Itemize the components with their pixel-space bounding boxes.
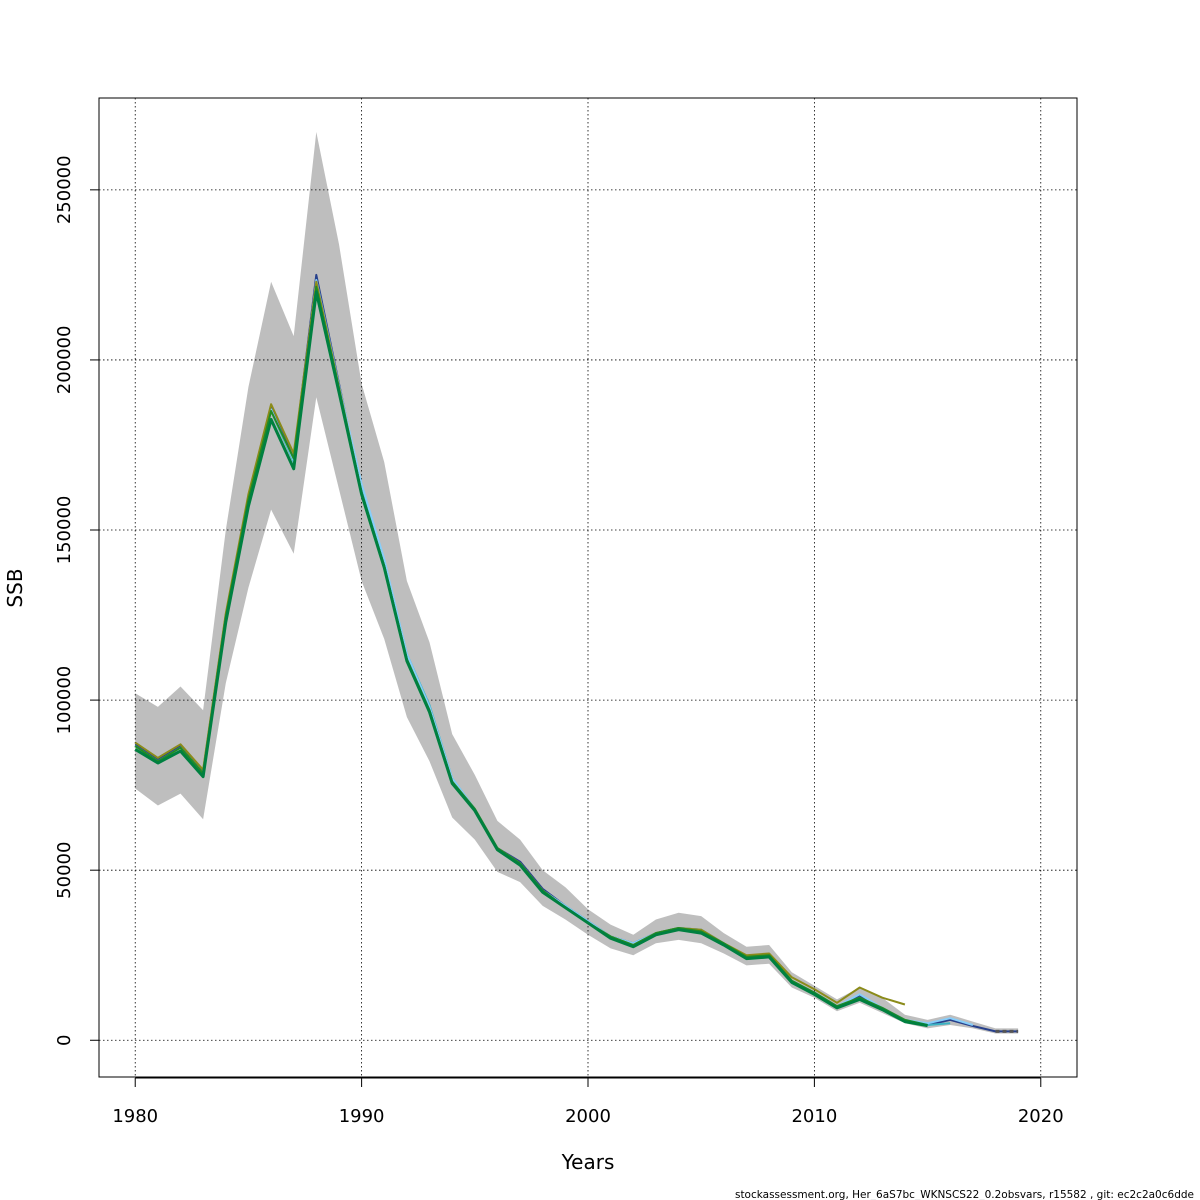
axis-layer: 1980 1990 2000 2010 2020 0 50000 100000 150000 20… bbox=[54, 155, 1064, 1127]
x-tick-label-2020: 2020 bbox=[1018, 1106, 1064, 1127]
x-tick-label-2010: 2010 bbox=[791, 1106, 837, 1127]
x-tick-label-1990: 1990 bbox=[339, 1106, 385, 1127]
y-tick-label-200000: 200000 bbox=[54, 326, 75, 395]
grid-layer bbox=[99, 98, 1077, 1077]
confidence-band-layer bbox=[135, 132, 1019, 1034]
x-tick-label-1980: 1980 bbox=[112, 1106, 158, 1127]
y-axis-title: SSB bbox=[3, 568, 27, 607]
confidence-band bbox=[135, 132, 1019, 1034]
x-tick-label-2000: 2000 bbox=[565, 1106, 611, 1127]
y-tick-label-250000: 250000 bbox=[54, 155, 75, 224]
x-axis-title: Years bbox=[561, 1150, 615, 1174]
y-tick-label-50000: 50000 bbox=[54, 842, 75, 899]
series-layer bbox=[134, 273, 1019, 1033]
y-tick-label-150000: 150000 bbox=[54, 496, 75, 565]
footer-credit: stockassessment.org, Her_6aS7bc_WKNSCS22… bbox=[735, 1189, 1194, 1200]
y-tick-label-100000: 100000 bbox=[54, 666, 75, 735]
y-tick-label-0: 0 bbox=[54, 1035, 75, 1046]
series-line-6 bbox=[134, 290, 928, 1028]
